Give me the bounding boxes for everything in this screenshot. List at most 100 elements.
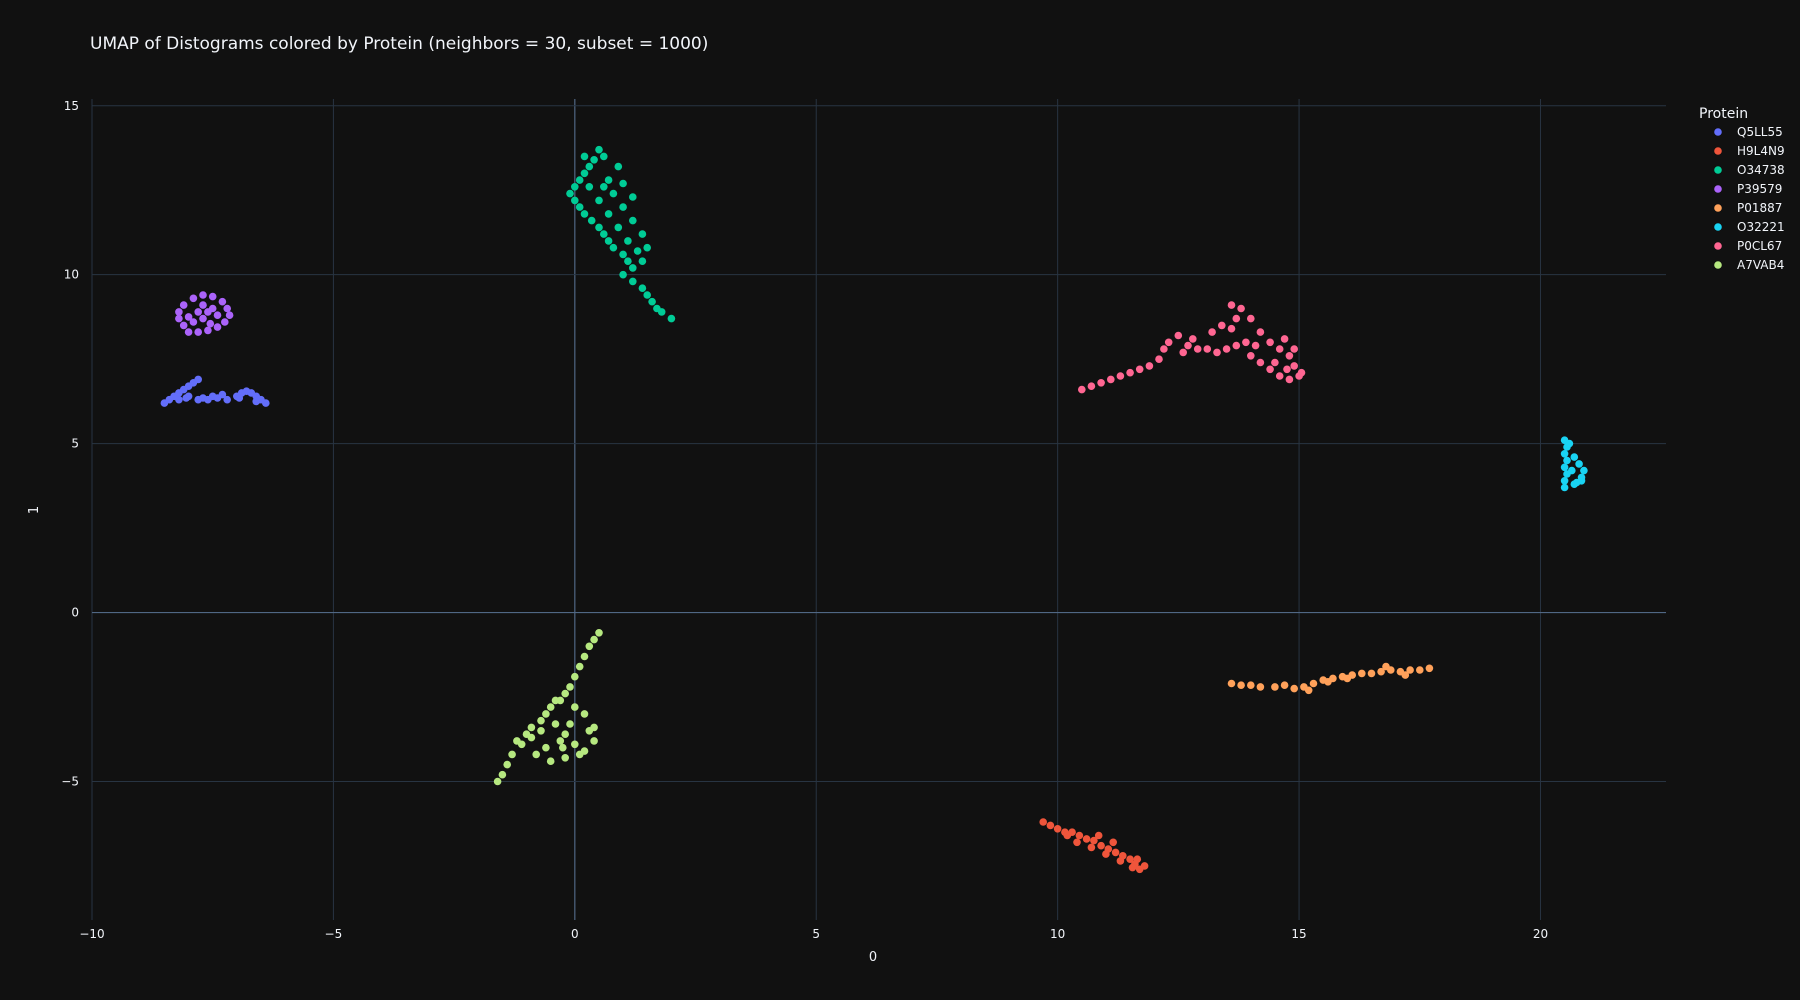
data-point bbox=[1218, 321, 1226, 330]
data-point bbox=[604, 176, 613, 184]
data-point bbox=[542, 743, 550, 752]
data-point bbox=[559, 743, 567, 752]
data-point bbox=[1563, 456, 1571, 465]
data-point bbox=[1140, 862, 1149, 870]
data-point bbox=[1560, 463, 1569, 472]
data-point bbox=[1164, 338, 1173, 347]
data-point bbox=[1087, 843, 1096, 852]
data-point bbox=[561, 730, 569, 738]
data-point bbox=[1271, 358, 1279, 367]
y-tick-label: 15 bbox=[64, 99, 79, 113]
data-point bbox=[1575, 460, 1583, 468]
data-point bbox=[1271, 683, 1279, 691]
legend-label: Q5LL55 bbox=[1737, 125, 1783, 139]
data-point bbox=[595, 223, 603, 232]
data-point bbox=[614, 223, 623, 232]
series-P39579 bbox=[175, 291, 234, 336]
data-point bbox=[1297, 368, 1306, 377]
data-point bbox=[1174, 331, 1183, 340]
data-point bbox=[556, 737, 565, 745]
data-point bbox=[629, 216, 637, 225]
series-P01887 bbox=[1227, 662, 1434, 695]
data-point bbox=[1283, 365, 1291, 374]
data-point bbox=[1227, 679, 1236, 688]
data-point bbox=[537, 727, 545, 735]
data-point bbox=[194, 328, 202, 336]
data-point bbox=[208, 292, 217, 301]
data-point bbox=[1280, 335, 1289, 343]
data-point bbox=[624, 257, 632, 266]
data-point bbox=[179, 301, 188, 309]
legend-item-O32221[interactable]: O32221 bbox=[1714, 220, 1785, 234]
legend-label: O34738 bbox=[1737, 163, 1785, 177]
data-point bbox=[546, 757, 555, 765]
legend-item-H9L4N9[interactable]: H9L4N9 bbox=[1714, 144, 1785, 158]
data-point bbox=[587, 216, 596, 225]
legend-item-Q5LL55[interactable]: Q5LL55 bbox=[1714, 125, 1783, 139]
data-point bbox=[1109, 838, 1117, 847]
data-point bbox=[580, 710, 589, 718]
data-point bbox=[225, 311, 234, 320]
legend-label: P39579 bbox=[1737, 182, 1782, 196]
legend-label: P01887 bbox=[1737, 201, 1782, 215]
data-point bbox=[619, 250, 627, 259]
data-point bbox=[1242, 338, 1250, 347]
y-tick-label: 0 bbox=[71, 606, 79, 620]
data-point bbox=[1227, 301, 1236, 309]
data-point bbox=[643, 243, 651, 252]
data-point bbox=[1416, 666, 1424, 674]
data-point bbox=[566, 720, 574, 728]
data-point bbox=[527, 723, 536, 732]
legend-marker bbox=[1714, 223, 1722, 231]
data-point bbox=[1090, 836, 1098, 845]
data-point bbox=[493, 777, 502, 786]
data-point bbox=[1078, 385, 1086, 394]
data-point bbox=[1266, 365, 1274, 374]
data-point bbox=[542, 710, 550, 718]
data-point bbox=[1266, 338, 1274, 347]
data-point bbox=[532, 750, 540, 759]
data-point bbox=[575, 662, 584, 671]
data-point bbox=[580, 152, 589, 161]
data-point bbox=[575, 203, 584, 211]
data-point bbox=[1570, 453, 1579, 461]
x-tick-label: 10 bbox=[1050, 927, 1065, 941]
data-point bbox=[1087, 382, 1096, 391]
data-point bbox=[643, 291, 651, 299]
data-point bbox=[175, 314, 183, 323]
data-point bbox=[600, 152, 608, 161]
data-point bbox=[175, 308, 183, 316]
data-point bbox=[1145, 362, 1154, 370]
data-point bbox=[1222, 345, 1231, 353]
data-point bbox=[551, 696, 560, 705]
legend-item-P0CL67[interactable]: P0CL67 bbox=[1714, 239, 1782, 253]
data-point bbox=[199, 301, 207, 309]
data-point bbox=[1324, 678, 1332, 686]
data-point bbox=[1290, 362, 1298, 370]
data-point bbox=[1128, 863, 1137, 872]
data-point bbox=[585, 642, 594, 651]
legend-item-P39579[interactable]: P39579 bbox=[1714, 182, 1782, 196]
data-point bbox=[218, 297, 227, 306]
data-point bbox=[638, 257, 647, 266]
legend[interactable]: Protein Q5LL55 H9L4N9 O34738 P39579 P01887 O3… bbox=[1699, 106, 1785, 272]
data-point bbox=[619, 179, 627, 188]
data-point bbox=[580, 210, 589, 218]
legend-marker bbox=[1714, 166, 1722, 174]
data-point bbox=[1094, 831, 1103, 840]
legend-item-O34738[interactable]: O34738 bbox=[1714, 163, 1785, 177]
data-point bbox=[1358, 669, 1366, 678]
data-point bbox=[571, 183, 579, 191]
x-tick-label: −10 bbox=[79, 927, 104, 941]
data-point bbox=[517, 740, 526, 749]
data-point bbox=[585, 162, 594, 171]
legend-marker bbox=[1714, 147, 1722, 155]
legend-item-P01887[interactable]: P01887 bbox=[1714, 201, 1782, 215]
data-point bbox=[1097, 379, 1105, 387]
data-point bbox=[667, 314, 676, 323]
legend-marker bbox=[1714, 185, 1722, 193]
data-point bbox=[537, 716, 545, 725]
data-point bbox=[1116, 857, 1125, 865]
legend-item-A7VAB4[interactable]: A7VAB4 bbox=[1714, 258, 1784, 272]
